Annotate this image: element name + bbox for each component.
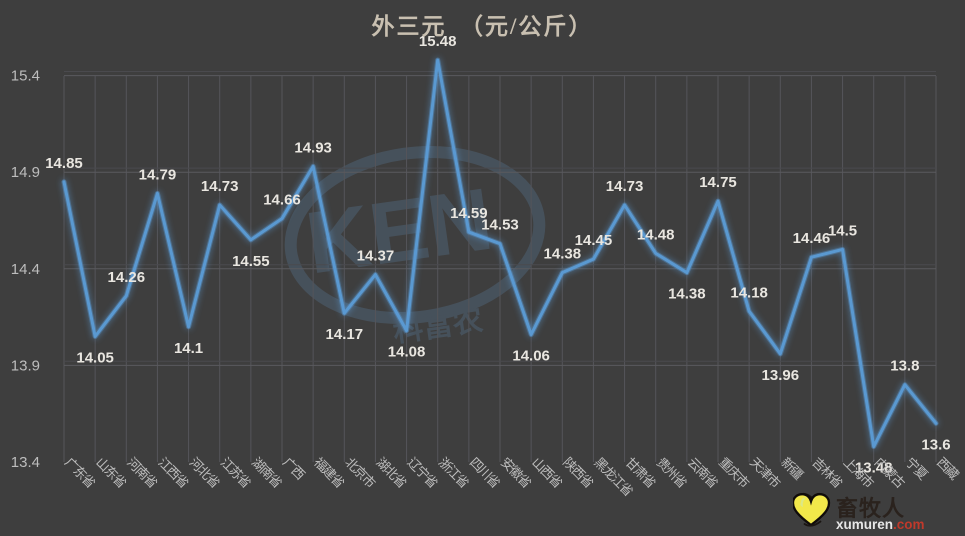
svg-text:14.9: 14.9	[11, 164, 40, 181]
svg-text:13.4: 13.4	[11, 454, 40, 471]
svg-text:14.48: 14.48	[637, 226, 675, 243]
svg-text:天津市: 天津市	[747, 455, 783, 491]
svg-text:14.1: 14.1	[174, 340, 203, 357]
svg-text:吉林省: 吉林省	[809, 455, 845, 491]
svg-text:14.73: 14.73	[606, 178, 644, 195]
svg-text:福建省: 福建省	[311, 455, 347, 491]
svg-text:贵州省: 贵州省	[654, 455, 690, 491]
svg-text:重庆市: 重庆市	[716, 455, 752, 491]
svg-text:14.26: 14.26	[108, 269, 146, 286]
svg-text:14.08: 14.08	[388, 344, 426, 361]
svg-text:14.85: 14.85	[45, 155, 83, 172]
svg-text:陕西省: 陕西省	[560, 455, 596, 491]
svg-text:江苏省: 江苏省	[218, 455, 254, 491]
svg-text:14.45: 14.45	[575, 232, 613, 249]
svg-text:14.66: 14.66	[263, 192, 301, 209]
svg-text:13.9: 13.9	[11, 357, 40, 374]
svg-text:浙江省: 浙江省	[436, 455, 472, 491]
svg-text:14.17: 14.17	[326, 326, 364, 343]
svg-text:13.96: 13.96	[762, 367, 800, 384]
svg-text:14.5: 14.5	[828, 222, 857, 239]
svg-text:15.4: 15.4	[11, 68, 40, 85]
svg-text:14.06: 14.06	[512, 347, 550, 364]
svg-text:14.55: 14.55	[232, 253, 270, 270]
svg-text:辽宁省: 辽宁省	[404, 455, 440, 491]
svg-text:14.37: 14.37	[357, 248, 395, 265]
svg-text:河北省: 河北省	[186, 455, 222, 491]
svg-text:安徽省: 安徽省	[498, 455, 534, 491]
svg-text:14.93: 14.93	[294, 139, 332, 156]
svg-text:湖北省: 湖北省	[373, 455, 409, 491]
svg-text:14.4: 14.4	[11, 261, 40, 278]
svg-text:山西省: 山西省	[529, 455, 565, 491]
svg-text:云南省: 云南省	[685, 455, 721, 491]
svg-text:14.75: 14.75	[699, 174, 737, 191]
svg-text:14.38: 14.38	[668, 286, 706, 303]
svg-text:14.18: 14.18	[730, 284, 768, 301]
svg-text:四川省: 四川省	[467, 455, 503, 491]
svg-text:14.73: 14.73	[201, 178, 239, 195]
svg-text:14.05: 14.05	[76, 349, 114, 366]
svg-text:广东省: 广东省	[62, 455, 98, 491]
svg-text:14.46: 14.46	[793, 230, 831, 247]
svg-text:14.53: 14.53	[481, 217, 519, 234]
svg-text:13.8: 13.8	[890, 358, 919, 375]
svg-text:13.6: 13.6	[921, 436, 950, 453]
svg-text:湖南省: 湖南省	[249, 455, 285, 491]
svg-text:河南省: 河南省	[124, 455, 160, 491]
svg-text:山东省: 山东省	[93, 455, 129, 491]
svg-text:北京市: 北京市	[342, 455, 378, 491]
svg-text:14.79: 14.79	[139, 166, 177, 183]
svg-text:西藏: 西藏	[934, 455, 962, 483]
svg-text:江西省: 江西省	[155, 455, 191, 491]
svg-text:xumuren.com: xumuren.com	[836, 517, 925, 532]
